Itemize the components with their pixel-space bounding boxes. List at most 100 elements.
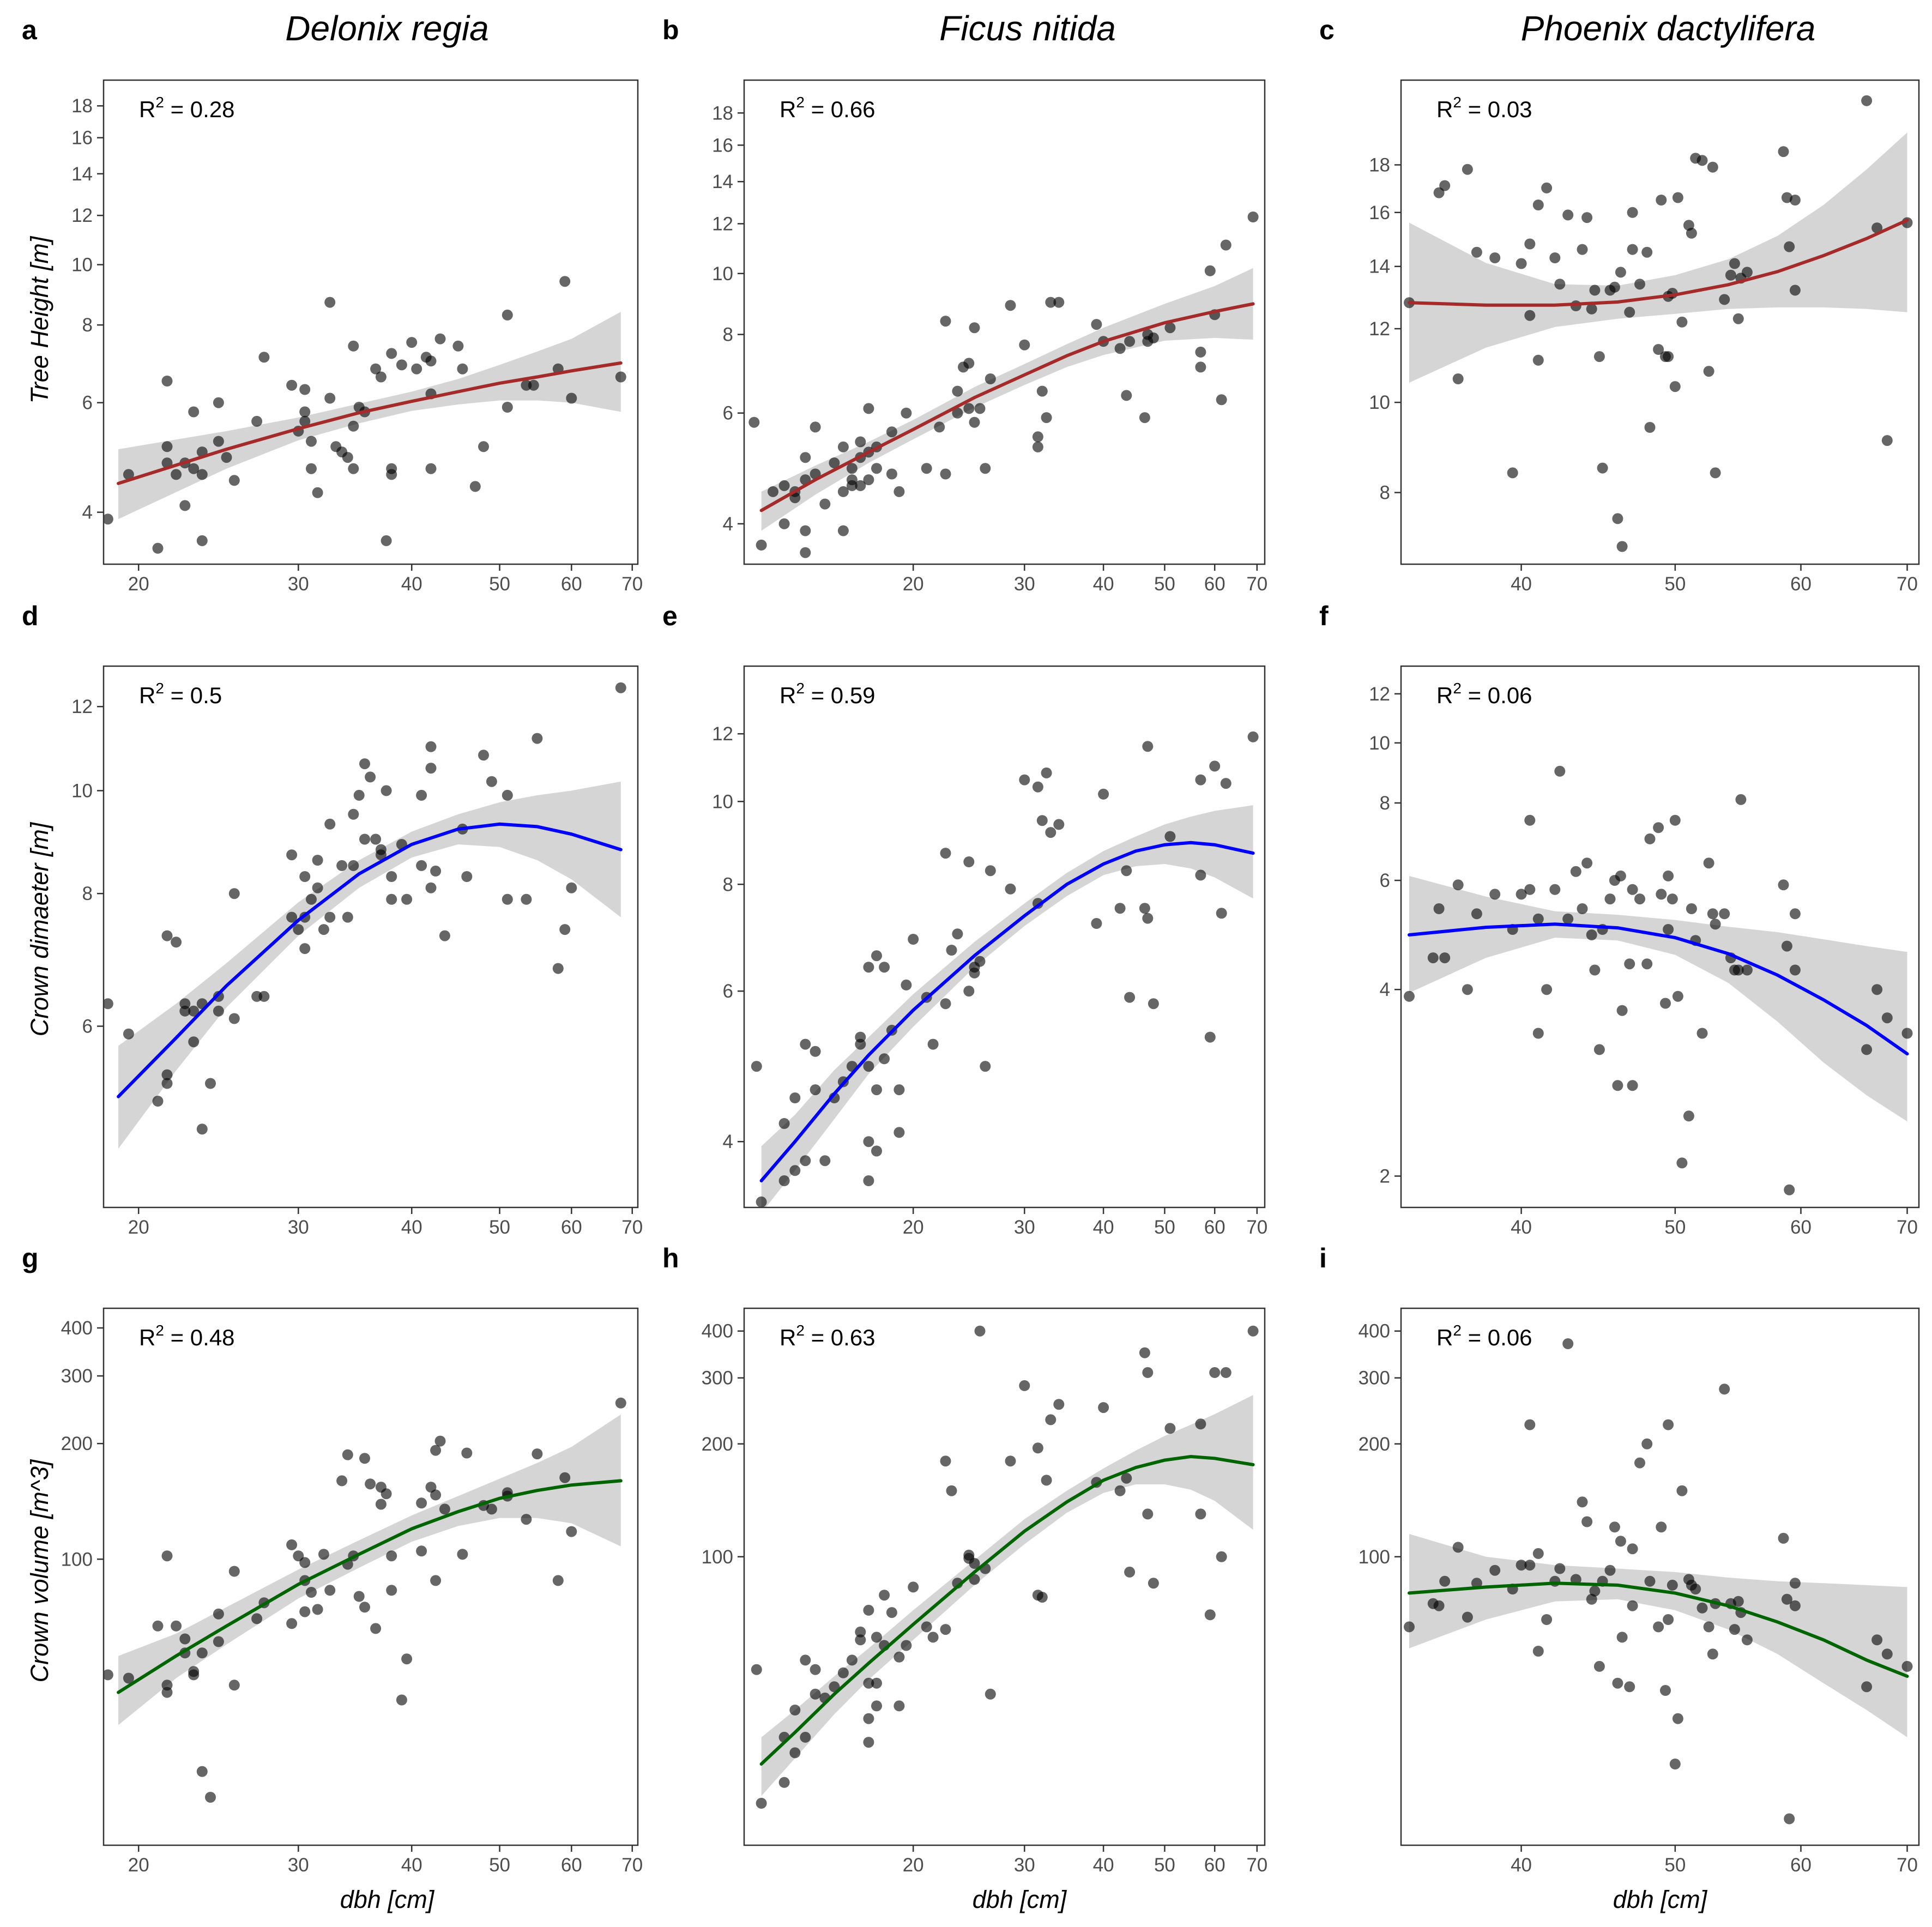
panel-letter-e: e	[662, 601, 678, 631]
data-point-e-43	[1005, 883, 1016, 895]
data-point-h-65	[1216, 1551, 1227, 1562]
data-point-c-52	[1719, 294, 1730, 305]
data-point-a-29	[324, 392, 336, 404]
data-point-c-24	[1597, 462, 1608, 474]
data-point-b-22	[855, 480, 866, 491]
data-point-i-5	[1462, 1611, 1473, 1623]
data-point-i-19	[1577, 1496, 1588, 1508]
data-point-a-32	[342, 452, 353, 463]
data-point-f-51	[1710, 919, 1721, 930]
data-point-f-1	[1427, 952, 1439, 964]
data-point-b-34	[934, 421, 945, 433]
data-point-g-10	[188, 1666, 200, 1677]
data-point-g-1	[123, 1672, 134, 1684]
data-point-b-47	[1005, 300, 1016, 311]
data-point-f-20	[1581, 857, 1593, 869]
data-point-g-14	[213, 1608, 224, 1620]
data-point-h-59	[1148, 1578, 1159, 1589]
data-point-d-33	[342, 911, 353, 923]
data-point-c-48	[1696, 155, 1708, 166]
r2-label-i: R2 = 0.06	[1436, 1322, 1532, 1350]
data-point-e-52	[1098, 788, 1109, 800]
data-point-a-7	[179, 500, 191, 511]
data-point-b-45	[980, 463, 991, 474]
y-tick-label-f-8: 8	[1380, 793, 1390, 814]
data-point-b-13	[819, 498, 831, 510]
x-tick-label-b-20: 20	[903, 573, 924, 595]
data-point-g-45	[401, 1653, 413, 1665]
y-tick-label-c-10: 10	[1369, 392, 1390, 413]
data-point-i-66	[1901, 1660, 1913, 1672]
data-point-e-44	[1019, 774, 1030, 786]
data-point-d-23	[299, 871, 311, 882]
data-point-f-28	[1615, 870, 1626, 881]
data-point-i-22	[1589, 1585, 1601, 1597]
x-tick-label-c-60: 60	[1790, 573, 1812, 595]
data-point-f-49	[1703, 857, 1714, 869]
data-point-g-55	[461, 1447, 473, 1459]
data-point-a-34	[348, 340, 359, 352]
data-point-e-42	[985, 865, 996, 877]
data-point-d-52	[425, 882, 437, 893]
x-tick-label-h-50: 50	[1154, 1854, 1175, 1876]
data-point-b-46	[985, 373, 996, 384]
data-point-a-59	[528, 379, 539, 391]
data-point-b-38	[952, 407, 963, 419]
data-point-a-38	[370, 363, 382, 374]
data-point-d-29	[318, 924, 329, 935]
data-point-g-42	[386, 1550, 397, 1562]
data-point-i-39	[1663, 1419, 1674, 1430]
data-point-d-38	[359, 833, 370, 845]
data-point-e-33	[940, 848, 951, 859]
data-point-d-53	[430, 865, 442, 877]
y-tick-label-h-100: 100	[702, 1547, 733, 1568]
data-point-e-18	[863, 1061, 874, 1072]
y-tick-label-f-6: 6	[1380, 870, 1390, 891]
data-point-f-32	[1627, 1080, 1638, 1091]
data-point-b-30	[886, 426, 897, 438]
data-point-e-62	[1195, 774, 1206, 786]
data-point-f-16	[1554, 765, 1566, 777]
data-point-h-29	[908, 1581, 919, 1593]
y-tick-label-g-400: 400	[61, 1318, 93, 1339]
x-tick-label-h-60: 60	[1204, 1854, 1225, 1876]
y-tick-label-f-10: 10	[1369, 733, 1390, 754]
x-tick-label-e-20: 20	[903, 1217, 924, 1238]
data-point-e-17	[863, 1175, 874, 1186]
data-point-a-43	[386, 463, 397, 474]
data-point-g-61	[532, 1448, 543, 1460]
data-point-e-9	[810, 1046, 821, 1057]
data-point-h-40	[974, 1325, 986, 1337]
data-point-f-0	[1404, 990, 1415, 1002]
data-point-g-62	[552, 1575, 564, 1586]
data-point-f-27	[1612, 1080, 1623, 1091]
data-point-b-28	[871, 463, 882, 474]
data-point-h-2	[778, 1777, 790, 1788]
data-point-d-20	[286, 911, 298, 923]
panel-letter-a: a	[22, 15, 38, 45]
data-point-a-12	[196, 469, 208, 480]
plot-frame-d	[102, 665, 639, 1209]
data-point-e-31	[927, 1038, 939, 1050]
y-tick-label-f-2: 2	[1380, 1165, 1390, 1187]
column-title-delonix: Delonix regia	[285, 9, 489, 48]
data-point-f-23	[1593, 1044, 1605, 1055]
data-point-h-43	[1005, 1455, 1016, 1467]
r2-label-d: R2 = 0.5	[139, 680, 222, 708]
data-point-d-34	[348, 860, 359, 871]
data-point-e-47	[1036, 815, 1048, 826]
data-point-i-21	[1586, 1593, 1597, 1605]
data-point-h-63	[1204, 1609, 1216, 1621]
data-point-h-15	[855, 1626, 866, 1638]
data-point-d-16	[228, 888, 240, 899]
confidence-band-f	[1409, 875, 1907, 1122]
y-tick-label-g-100: 100	[61, 1549, 93, 1570]
data-point-g-3	[161, 1550, 173, 1562]
x-tick-label-a-70: 70	[621, 573, 643, 595]
data-point-b-43	[969, 416, 980, 428]
data-point-b-65	[1195, 346, 1206, 358]
data-point-g-47	[416, 1497, 427, 1509]
data-point-f-30	[1624, 958, 1635, 970]
y-tick-label-i-100: 100	[1359, 1547, 1390, 1568]
data-point-e-60	[1164, 831, 1176, 842]
